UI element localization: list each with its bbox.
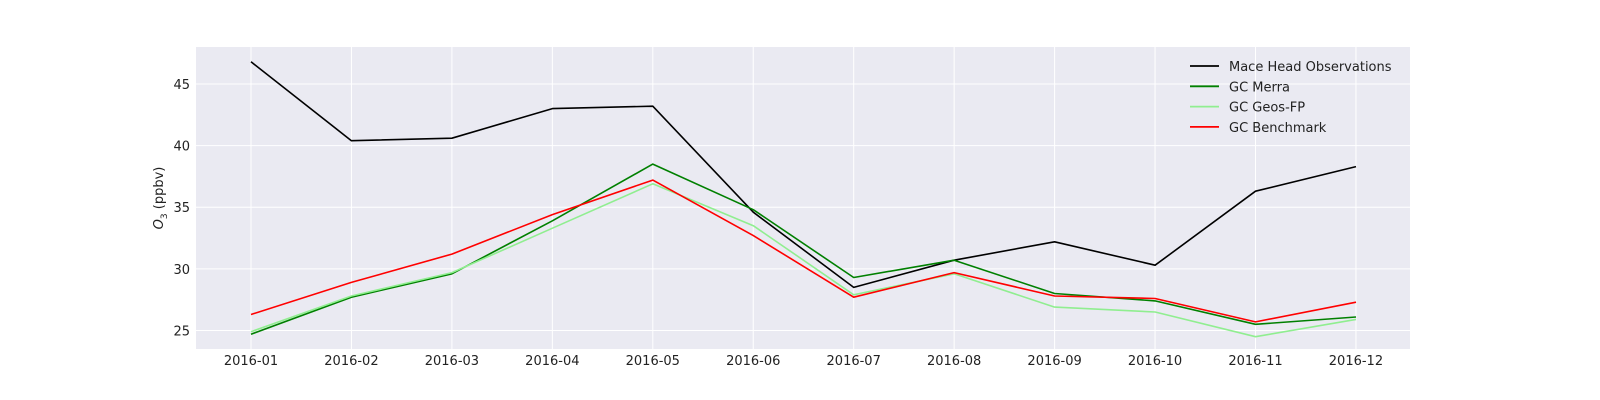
plot-background (196, 47, 1410, 349)
y-tick-label: 40 (173, 140, 190, 155)
legend: Mace Head Observations GC Merra GC Geos-FP… (1190, 60, 1392, 136)
x-tick-label: 2016-01 (224, 354, 278, 369)
x-tick-label: 2016-10 (1128, 354, 1182, 369)
legend-label: GC Merra (1229, 80, 1290, 95)
y-tick-label: 30 (173, 263, 190, 278)
x-tick-label: 2016-12 (1329, 354, 1383, 369)
x-tick-label: 2016-05 (626, 354, 680, 369)
x-tick-label: 2016-09 (1027, 354, 1081, 369)
legend-label: Mace Head Observations (1229, 60, 1392, 75)
y-tick-label: 35 (173, 201, 190, 216)
x-tick-label: 2016-04 (525, 354, 579, 369)
x-tick-label: 2016-08 (927, 354, 981, 369)
series-line-gc-benchmark (250, 179, 1357, 323)
y-tick-label: 45 (173, 78, 190, 93)
x-tick-label: 2016-07 (827, 354, 881, 369)
y-axis-label-subscript: 3 (160, 213, 170, 219)
x-tick-label: 2016-03 (425, 354, 479, 369)
legend-label: GC Geos-FP (1229, 101, 1305, 116)
series-lines (250, 61, 1357, 338)
y-axis-label: O3 (ppbv) (152, 167, 170, 230)
x-tick-label: 2016-06 (726, 354, 780, 369)
series-line-gc-merra (250, 163, 1357, 335)
series-line-gc-geos-fp (250, 183, 1357, 338)
y-axis-label-symbol: O (152, 219, 167, 229)
y-axis-ticks: 25 30 35 40 45 (173, 78, 190, 340)
x-tick-label: 2016-02 (324, 354, 378, 369)
y-axis-label-unit: (ppbv) (152, 167, 167, 214)
x-axis-ticks: 2016-01 2016-02 2016-03 2016-04 2016-05 2016-… (224, 354, 1383, 369)
x-tick-label: 2016-11 (1228, 354, 1282, 369)
series-line-mace-head-observations (250, 61, 1357, 289)
y-tick-label: 25 (173, 325, 190, 340)
legend-label: GC Benchmark (1229, 121, 1327, 136)
